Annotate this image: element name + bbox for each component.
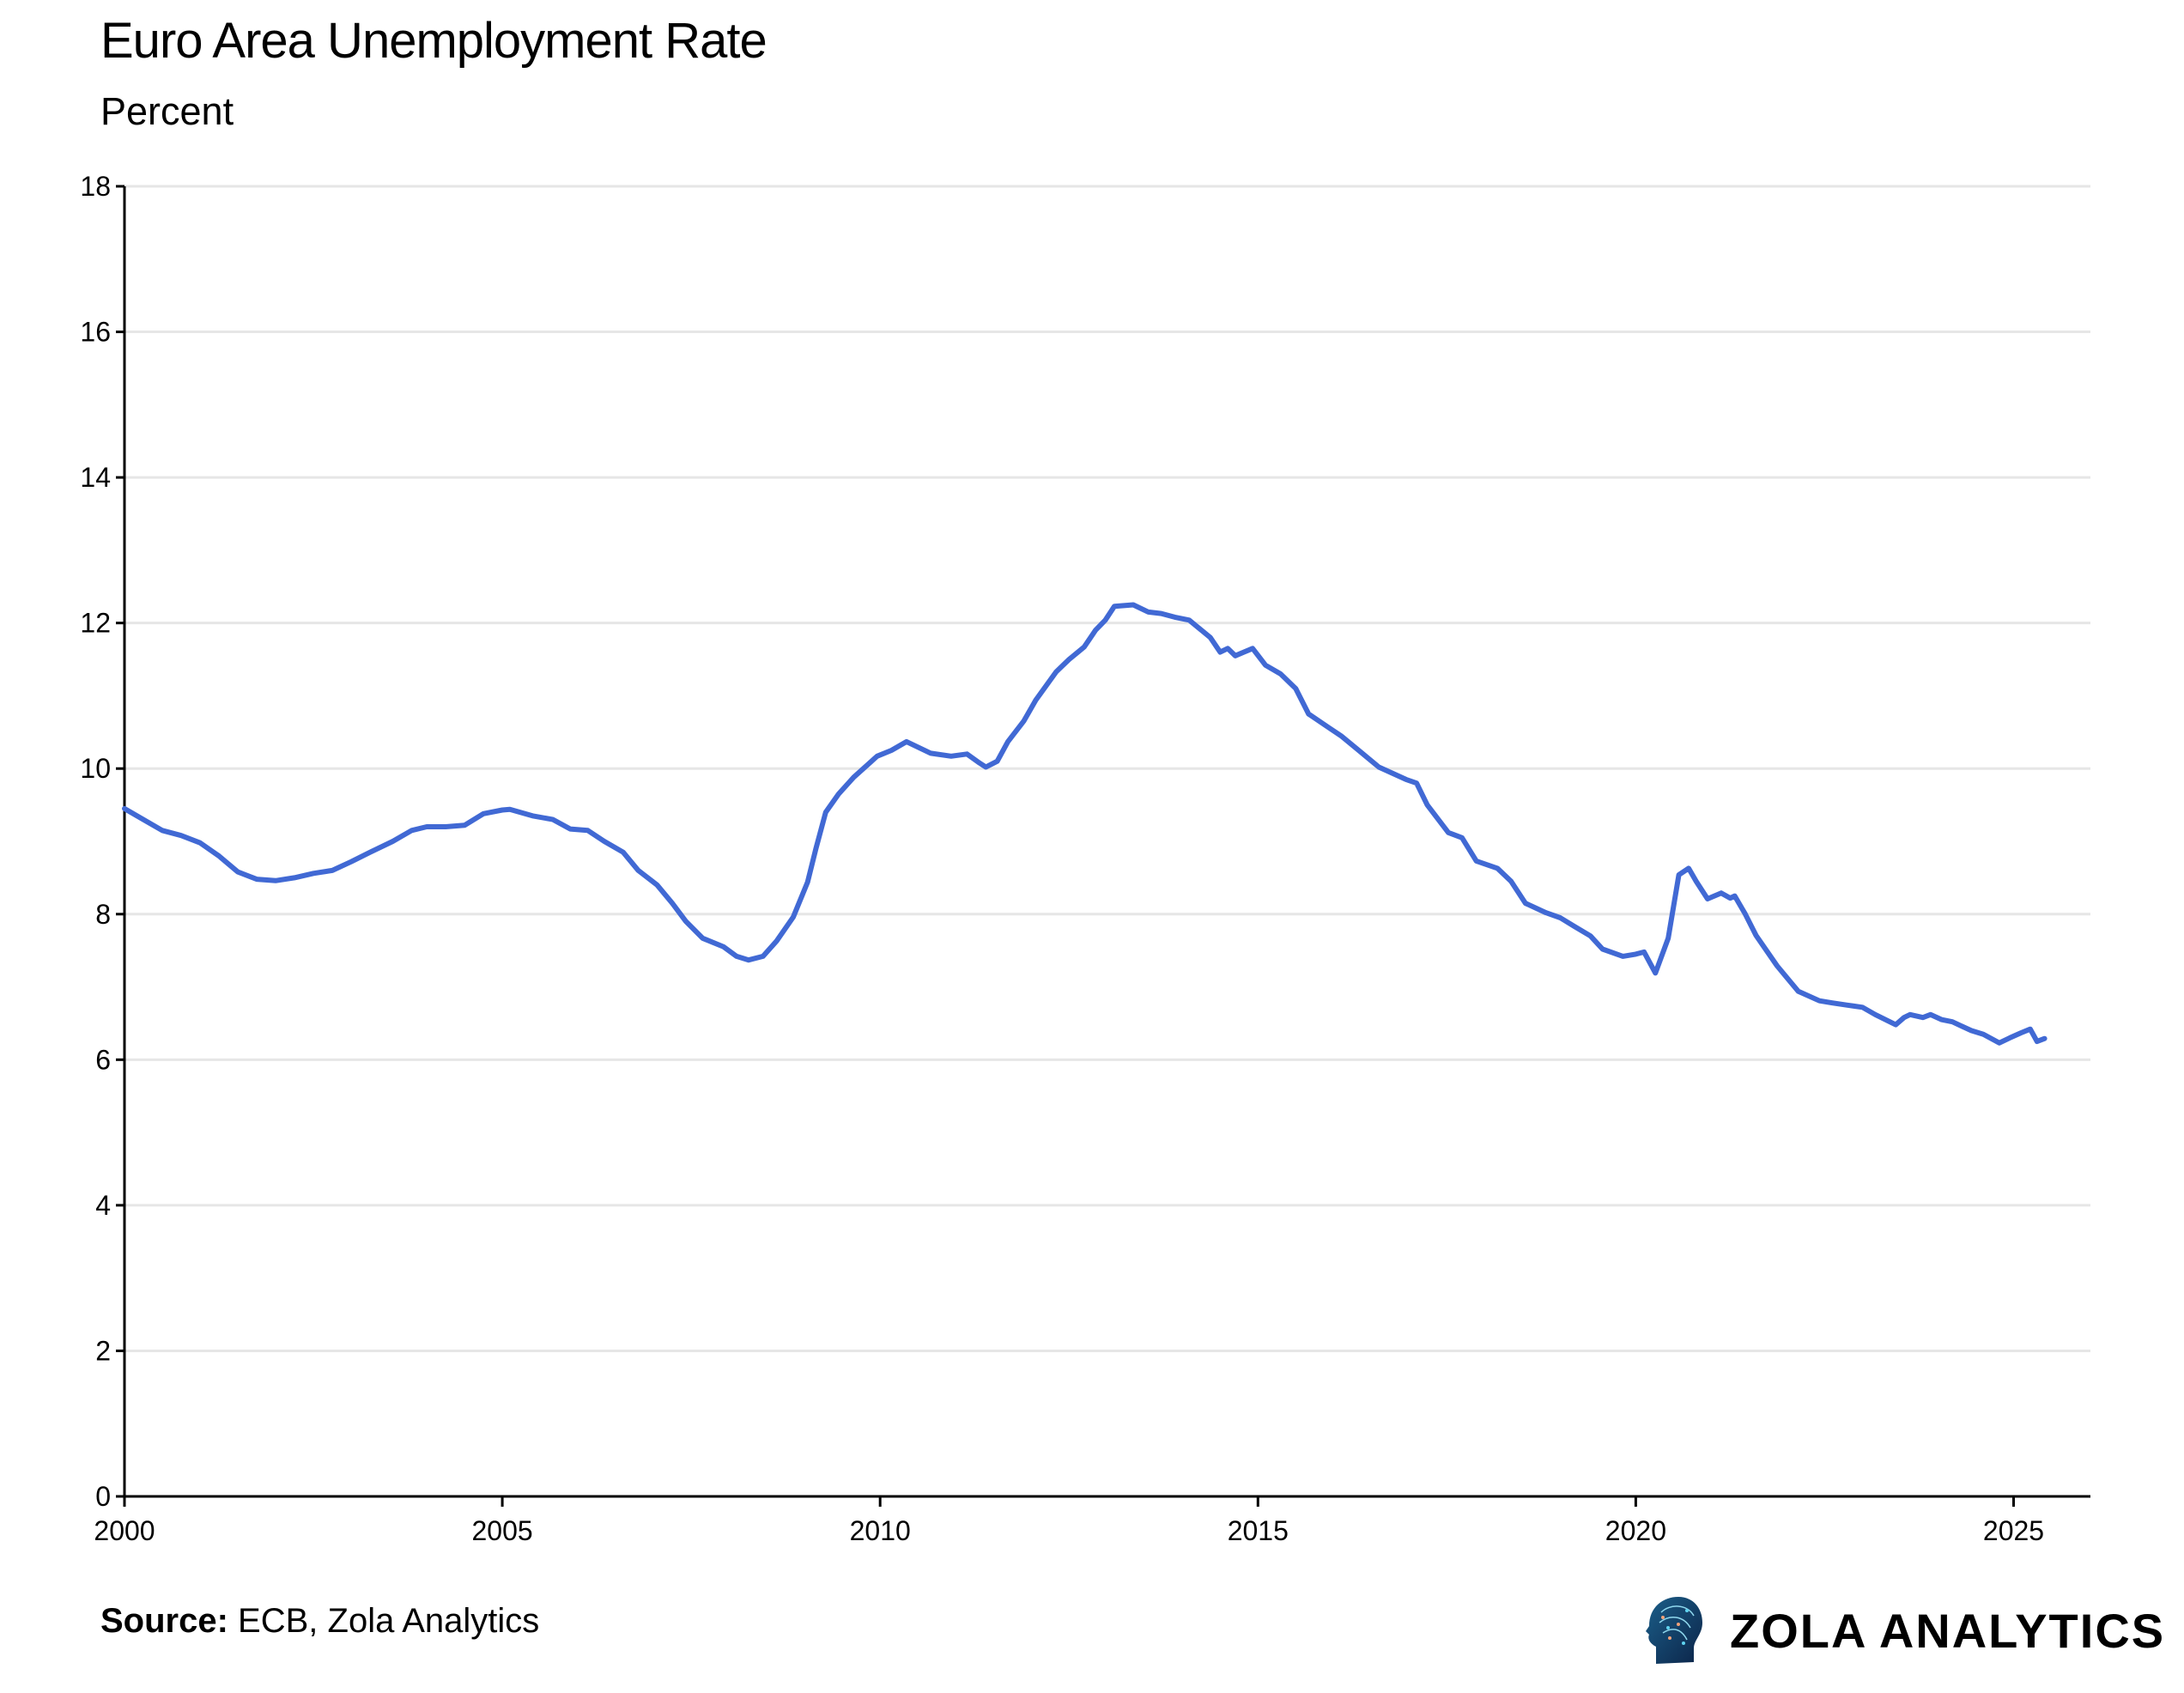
y-tick-label: 6 [95, 1044, 111, 1075]
x-tick-label: 2000 [94, 1515, 155, 1546]
y-tick-label: 10 [80, 753, 111, 784]
unemployment-rate-line [122, 602, 2048, 1046]
y-tick-label: 2 [95, 1335, 111, 1366]
source-note: Source: ECB, Zola Analytics [100, 1602, 539, 1641]
x-tick-label: 2010 [850, 1515, 911, 1546]
series-group [122, 602, 2048, 1046]
x-tick-label: 2005 [472, 1515, 533, 1546]
x-tick-label: 2025 [1983, 1515, 2044, 1546]
y-tick-label: 4 [95, 1190, 111, 1221]
y-tick-label: 16 [80, 317, 111, 348]
source-label: Source: [100, 1602, 228, 1640]
head-circuit-icon [1646, 1597, 1702, 1664]
x-tick-label: 2015 [1228, 1515, 1289, 1546]
x-tick-label: 2020 [1605, 1515, 1666, 1546]
brand-name: ZOLA ANALYTICS [1730, 1603, 2166, 1658]
y-tick-label: 0 [95, 1481, 111, 1512]
gridlines [124, 185, 2090, 1352]
y-tick-label: 14 [80, 462, 111, 493]
brand: ZOLA ANALYTICS [1644, 1595, 2165, 1666]
x-axis: 2000 2005 2010 2015 2020 2025 [94, 1495, 2090, 1546]
y-tick-label: 12 [80, 608, 111, 639]
y-tick-label: 8 [95, 899, 111, 930]
chart-subtitle: Percent [100, 89, 234, 133]
chart-title: Euro Area Unemployment Rate [100, 13, 767, 69]
y-axis: 0 2 4 6 8 10 12 14 16 18 [80, 171, 126, 1512]
y-tick-label: 18 [80, 171, 111, 202]
source-text: ECB, Zola Analytics [228, 1602, 540, 1640]
